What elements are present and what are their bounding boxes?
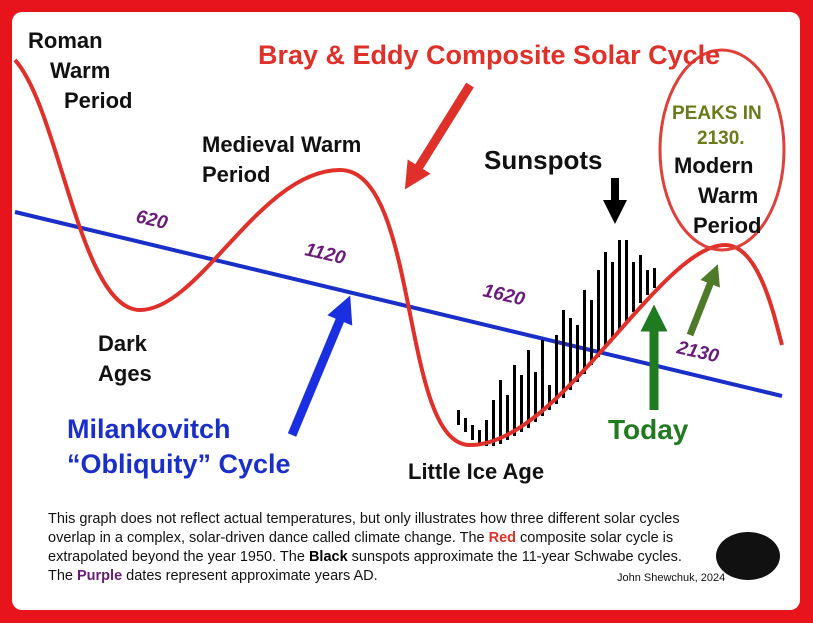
obscuring-blob (716, 532, 780, 580)
caption-text: The (48, 568, 77, 584)
sunspot-bar (513, 365, 516, 436)
sunspot-bar (527, 350, 530, 428)
sunspot-bar (590, 300, 593, 365)
peak-arrow (686, 264, 720, 337)
caption-emphasis: Purple (77, 568, 122, 584)
label: PEAKS IN (672, 103, 762, 124)
label: Sunspots (484, 145, 602, 175)
sunspot-bar (506, 395, 509, 440)
label: Medieval Warm (202, 132, 361, 157)
caption-text: This graph does not reflect actual tempe… (48, 511, 680, 527)
caption-text: sunspots approximate the 11-year Schwabe… (348, 549, 682, 565)
composite-curve (13, 58, 784, 448)
title-arrow (404, 82, 474, 190)
caption-line: extrapolated beyond the year 1950. The B… (48, 549, 682, 565)
label: Period (64, 88, 132, 113)
panel (12, 12, 800, 610)
caption-text: composite solar cycle is (516, 530, 673, 546)
label: Warm (50, 58, 110, 83)
sunspot-bar (471, 425, 474, 440)
sunspot-bar (478, 430, 481, 446)
sunspots-bars (457, 240, 656, 446)
caption-line: This graph does not reflect actual tempe… (48, 511, 680, 527)
label: Roman (28, 28, 103, 53)
sunspot-bar (541, 340, 544, 416)
label: Period (202, 162, 270, 187)
sunspot-bar (639, 255, 642, 303)
sunspot-bar (534, 372, 537, 422)
caption-line: overlap in a complex, solar-driven dance… (48, 530, 673, 546)
sunspot-bar (653, 268, 656, 288)
sunspot-bar (520, 375, 523, 432)
sunspot-bar (611, 262, 614, 339)
label: Warm (698, 183, 758, 208)
label: Little Ice Age (408, 459, 544, 484)
peak-circle (658, 48, 786, 252)
label: Modern (674, 153, 753, 178)
caption: This graph does not reflect actual tempe… (48, 511, 682, 584)
sunspot-bar (576, 325, 579, 382)
sunspot-bar (457, 410, 460, 425)
caption-text: extrapolated beyond the year 1950. The (48, 549, 309, 565)
label: Period (693, 213, 761, 238)
label: Today (608, 414, 689, 445)
caption-text: overlap in a complex, solar-driven dance… (48, 530, 489, 546)
caption-text: dates represent approximate years AD. (122, 568, 378, 584)
sunspot-bar (548, 385, 551, 410)
sunspot-bar (555, 335, 558, 404)
sunspot-bar (492, 400, 495, 446)
sunspot-bar (618, 240, 621, 330)
sunspot-bar (499, 380, 502, 444)
sunspot-bar (597, 270, 600, 357)
title: Bray & Eddy Composite Solar Cycle (258, 40, 720, 70)
label: Milankovitch (67, 414, 231, 444)
milankovitch-arrow (287, 295, 353, 437)
label: Ages (98, 361, 152, 386)
caption-line: The Purple dates represent approximate y… (48, 568, 378, 584)
label: 2130. (697, 128, 745, 149)
sunspot-bar (485, 420, 488, 446)
sunspot-bar (646, 270, 649, 295)
sunspot-bar (583, 290, 586, 374)
sunspot-bar (625, 240, 628, 321)
caption-emphasis: Black (309, 549, 349, 565)
credit: John Shewchuk, 2024 (617, 572, 725, 584)
sunspot-bar (604, 252, 607, 348)
sunspot-bar (632, 262, 635, 312)
sunspot-bar (562, 310, 565, 398)
label: “Obliquity” Cycle (67, 449, 291, 479)
caption-emphasis: Red (489, 530, 516, 546)
sunspot-bar (569, 318, 572, 390)
sunspot-bar (464, 418, 467, 432)
label: Dark (98, 331, 148, 356)
